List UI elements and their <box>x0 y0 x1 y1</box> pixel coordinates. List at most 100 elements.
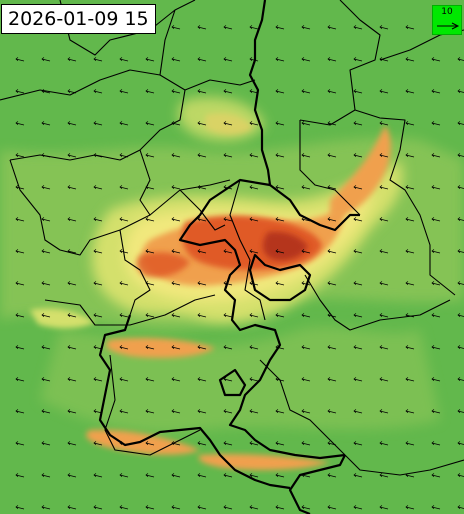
wind-arrow <box>275 217 285 222</box>
field-west-streak <box>30 308 95 329</box>
wind-arrow <box>41 281 51 286</box>
field-peak <box>262 231 308 261</box>
wind-arrow <box>405 121 415 126</box>
wind-arrow <box>15 185 25 190</box>
wind-arrow <box>223 153 233 158</box>
wind-arrow <box>327 473 337 478</box>
wind-arrow <box>353 185 363 190</box>
wind-arrow <box>145 217 155 222</box>
wind-arrow <box>197 185 207 190</box>
wind-arrow <box>197 409 207 414</box>
wind-arrow <box>301 473 311 478</box>
borders-national <box>98 0 360 514</box>
wind-arrow <box>379 473 389 478</box>
wind-arrow <box>145 345 155 350</box>
wind-arrow <box>197 313 207 318</box>
wind-arrow <box>197 377 207 382</box>
wind-arrow <box>93 473 103 478</box>
wind-arrow <box>93 217 103 222</box>
wind-arrow <box>15 441 25 446</box>
wind-arrow <box>41 249 51 254</box>
wind-arrow <box>431 57 441 62</box>
field-high-west <box>136 252 190 278</box>
wind-arrow <box>379 217 389 222</box>
wind-arrow <box>379 57 389 62</box>
wind-arrow <box>67 409 77 414</box>
wind-arrow <box>327 441 337 446</box>
wind-arrow <box>249 377 259 382</box>
wind-arrow <box>223 505 233 510</box>
wind-arrow <box>171 313 181 318</box>
wind-arrow <box>301 89 311 94</box>
wind-arrow <box>41 121 51 126</box>
wind-arrow <box>431 89 441 94</box>
wind-arrow <box>67 377 77 382</box>
wind-arrow <box>67 441 77 446</box>
wind-arrow <box>431 217 441 222</box>
wind-arrow <box>119 377 129 382</box>
wind-arrow <box>171 249 181 254</box>
wind-arrow <box>327 505 337 510</box>
wind-arrow <box>405 217 415 222</box>
wind-arrow <box>405 473 415 478</box>
wind-arrow <box>301 345 311 350</box>
wind-arrow <box>327 185 337 190</box>
wind-arrow <box>249 249 259 254</box>
wind-scale-value: 10 <box>441 7 453 17</box>
wind-arrow <box>327 345 337 350</box>
field-south-streak-1 <box>106 337 215 358</box>
wind-arrow <box>379 249 389 254</box>
wind-arrow <box>119 249 129 254</box>
wind-arrow <box>171 409 181 414</box>
wind-arrow <box>223 249 233 254</box>
wind-arrow <box>15 313 25 318</box>
wind-arrow <box>457 441 464 446</box>
wind-arrow <box>197 89 207 94</box>
wind-arrow <box>275 25 285 30</box>
border-national <box>98 314 291 490</box>
wind-arrow <box>171 377 181 382</box>
wind-arrow <box>41 185 51 190</box>
wind-arrow <box>119 505 129 510</box>
wind-arrow <box>249 281 259 286</box>
wind-arrow <box>171 345 181 350</box>
wind-arrow <box>405 153 415 158</box>
wind-arrow <box>171 441 181 446</box>
wind-arrow <box>171 25 181 30</box>
borders <box>0 0 464 476</box>
wind-arrow <box>249 345 259 350</box>
wind-arrow <box>301 441 311 446</box>
wind-arrow <box>353 217 363 222</box>
wind-arrow <box>41 89 51 94</box>
wind-arrow <box>275 313 285 318</box>
wind-arrow <box>197 153 207 158</box>
wind-arrow <box>15 89 25 94</box>
wind-arrow <box>145 249 155 254</box>
wind-arrow <box>379 441 389 446</box>
border-region <box>104 354 201 456</box>
border-national <box>218 368 247 397</box>
wind-scale-arrow-icon <box>437 22 460 30</box>
wind-arrow <box>301 185 311 190</box>
wind-arrow <box>223 217 233 222</box>
wind-arrow <box>353 25 363 30</box>
wind-arrow <box>67 473 77 478</box>
wind-arrow <box>145 505 155 510</box>
wind-arrow <box>405 409 415 414</box>
wind-arrow <box>249 121 259 126</box>
wind-arrow <box>301 505 311 510</box>
wind-arrow <box>15 249 25 254</box>
wind-arrow <box>457 121 464 126</box>
wind-arrow <box>67 281 77 286</box>
wind-arrow <box>249 185 259 190</box>
wind-arrow <box>93 121 103 126</box>
wind-arrow <box>119 313 129 318</box>
wind-arrow <box>15 377 25 382</box>
wind-arrow <box>93 57 103 62</box>
wind-arrow <box>275 57 285 62</box>
wind-arrow <box>197 25 207 30</box>
wind-arrow <box>431 153 441 158</box>
wind-arrow <box>41 441 51 446</box>
border-national <box>269 184 360 232</box>
